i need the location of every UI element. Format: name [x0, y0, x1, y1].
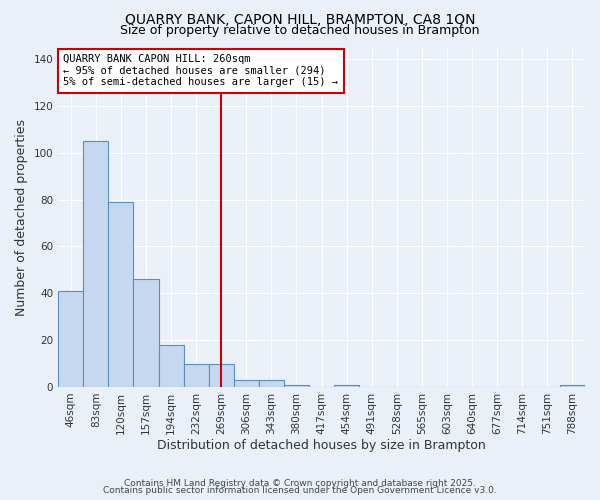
Y-axis label: Number of detached properties: Number of detached properties: [15, 118, 28, 316]
Bar: [234, 380, 259, 387]
Bar: [560, 384, 585, 387]
Text: QUARRY BANK CAPON HILL: 260sqm
← 95% of detached houses are smaller (294)
5% of : QUARRY BANK CAPON HILL: 260sqm ← 95% of …: [64, 54, 338, 88]
Bar: [184, 364, 209, 387]
Bar: [259, 380, 284, 387]
Bar: [284, 384, 309, 387]
Text: QUARRY BANK, CAPON HILL, BRAMPTON, CA8 1QN: QUARRY BANK, CAPON HILL, BRAMPTON, CA8 1…: [125, 12, 475, 26]
Bar: [158, 345, 184, 387]
Text: Contains public sector information licensed under the Open Government Licence v3: Contains public sector information licen…: [103, 486, 497, 495]
Bar: [209, 364, 234, 387]
Text: Size of property relative to detached houses in Brampton: Size of property relative to detached ho…: [120, 24, 480, 37]
X-axis label: Distribution of detached houses by size in Brampton: Distribution of detached houses by size …: [157, 440, 486, 452]
Bar: [109, 202, 133, 387]
Bar: [83, 141, 109, 387]
Text: Contains HM Land Registry data © Crown copyright and database right 2025.: Contains HM Land Registry data © Crown c…: [124, 478, 476, 488]
Bar: [58, 291, 83, 387]
Bar: [133, 280, 158, 387]
Bar: [334, 384, 359, 387]
